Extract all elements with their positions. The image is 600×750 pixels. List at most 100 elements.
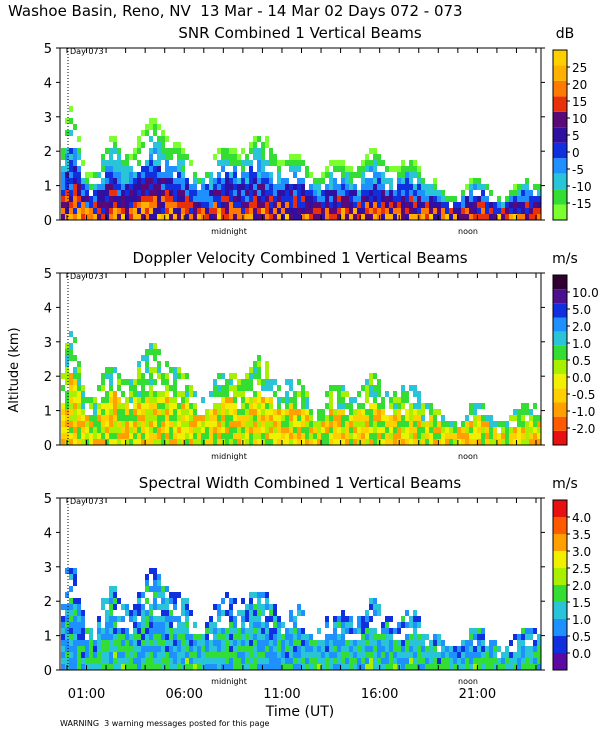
echo-cell [161,439,165,445]
echo-cell [333,178,337,184]
echo-cell [181,604,185,610]
echo-cell [321,433,325,439]
echo-cell [137,439,141,445]
echo-cell [345,646,349,652]
echo-cell [93,433,97,439]
echo-cell [337,616,341,622]
y-tick-label: 0 [44,214,52,229]
echo-cell [189,208,193,214]
echo-cell [465,427,469,433]
echo-cell [181,622,185,628]
echo-cell [157,148,161,154]
echo-cell [149,190,153,196]
echo-cell [321,658,325,664]
echo-cell [133,190,137,196]
echo-cell [221,427,225,433]
echo-cell [509,202,513,208]
echo-cell [249,367,253,373]
echo-cell [369,616,373,622]
echo-cell [393,391,397,397]
echo-cell [185,202,189,208]
echo-cell [181,166,185,172]
echo-cell [493,214,497,220]
echo-cell [317,184,321,190]
echo-cell [61,427,65,433]
echo-cell [481,658,485,664]
echo-cell [157,190,161,196]
colorbar-tick-label: 2.0 [572,579,591,593]
echo-cell [169,214,173,220]
echo-cell [169,190,173,196]
echo-cell [393,421,397,427]
echo-cell [365,208,369,214]
echo-cell [333,160,337,166]
echo-cell [357,652,361,658]
echo-cell [465,646,469,652]
echo-cell [137,397,141,403]
echo-cell [489,658,493,664]
echo-cell [537,664,541,670]
echo-cell [353,196,357,202]
echo-cell [445,664,449,670]
echo-cell [353,208,357,214]
echo-cell [109,154,113,160]
echo-cell [353,427,357,433]
echo-cell [169,433,173,439]
echo-cell [325,214,329,220]
echo-cell [109,433,113,439]
echo-cell [313,646,317,652]
echo-cell [89,640,93,646]
echo-cell [537,646,541,652]
echo-cell [333,616,337,622]
echo-cell [73,172,77,178]
echo-cell [153,367,157,373]
echo-cell [137,610,141,616]
echo-cell [345,421,349,427]
echo-cell [249,592,253,598]
echo-cell [465,664,469,670]
echo-cell [365,196,369,202]
colorbar-swatch [553,142,567,159]
echo-cell [269,433,273,439]
echo-cell [421,208,425,214]
echo-cell [281,622,285,628]
echo-cell [269,403,273,409]
echo-cell [477,403,481,409]
echo-cell [105,409,109,415]
echo-cell [473,433,477,439]
echo-cell [329,634,333,640]
echo-cell [373,652,377,658]
echo-cell [253,415,257,421]
echo-cell [161,136,165,142]
echo-cell [373,427,377,433]
echo-cell [401,646,405,652]
echo-cell [289,397,293,403]
echo-cell [213,379,217,385]
echo-cell [245,415,249,421]
echo-cell [237,379,241,385]
echo-cell [105,646,109,652]
echo-cell [153,166,157,172]
echo-cell [269,409,273,415]
echo-cell [373,646,377,652]
echo-cell [405,658,409,664]
echo-cell [309,172,313,178]
echo-cell [349,172,353,178]
echo-cell [157,124,161,130]
echo-cell [93,403,97,409]
echo-cell [345,196,349,202]
echo-cell [317,409,321,415]
echo-cell [161,664,165,670]
echo-cell [345,427,349,433]
echo-cell [249,403,253,409]
echo-cell [157,202,161,208]
echo-cell [209,178,213,184]
echo-cell [233,421,237,427]
echo-cell [229,622,233,628]
echo-cell [129,616,133,622]
echo-cell [469,658,473,664]
echo-cell [221,190,225,196]
echo-cell [209,421,213,427]
echo-cell [225,214,229,220]
echo-cell [465,196,469,202]
